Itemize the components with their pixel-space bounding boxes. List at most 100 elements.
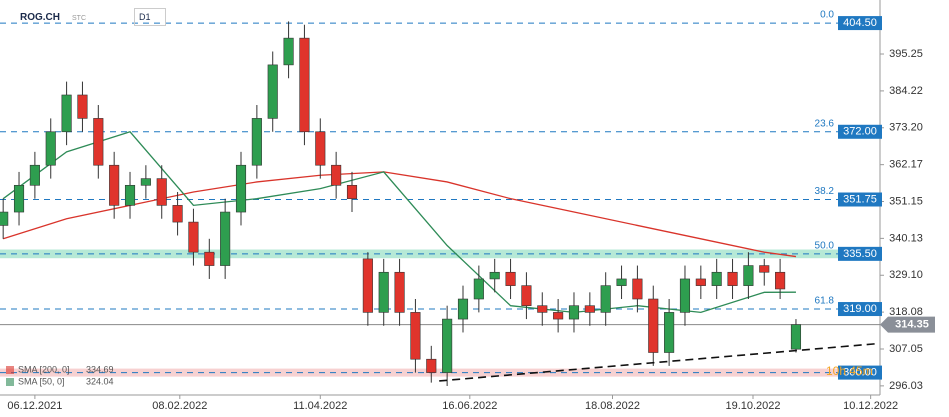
candle-body	[679, 278, 691, 313]
y-tick-label: 340.13	[889, 232, 923, 244]
trendline	[439, 343, 876, 382]
y-tick-label: 395.25	[889, 48, 923, 60]
candle-body	[759, 265, 770, 273]
y-tick-label: 296.03	[889, 380, 923, 392]
candle-body	[93, 118, 104, 166]
countdown: 10h 45m	[826, 364, 873, 378]
candle-body	[156, 178, 167, 206]
x-tick-label: 18.08.2022	[585, 400, 640, 412]
x-tick-label: 08.02.2022	[152, 400, 207, 412]
candle-body	[616, 278, 627, 286]
candle-body	[394, 271, 405, 313]
last-price-label: 314.35	[895, 319, 929, 331]
symbol: ROG.CH	[20, 12, 60, 23]
level-label: 335.50	[843, 248, 877, 260]
subtitle[interactable]: STC	[72, 15, 86, 22]
candle-body	[188, 221, 199, 253]
candle-body	[378, 271, 389, 313]
legend-value: 324.04	[86, 376, 114, 386]
level-label: 300.00	[843, 366, 877, 378]
candle-body	[632, 278, 643, 300]
fib-ratio: 61.8	[815, 296, 835, 307]
legend-name: SMA [50, 0]	[18, 376, 65, 386]
candle-body	[346, 184, 358, 199]
candle-body	[457, 298, 469, 320]
candle-body	[204, 251, 215, 266]
candle-body	[695, 278, 706, 286]
x-tick-label: 16.06.2022	[442, 400, 497, 412]
y-tick-label: 329.10	[889, 269, 923, 281]
fib-ratio: 23.6	[815, 118, 835, 129]
candle-body	[77, 94, 88, 119]
candle-body	[584, 305, 595, 313]
legend-value: 334.69	[86, 364, 114, 374]
sma-line	[2, 131, 796, 314]
sma-line	[2, 171, 797, 258]
x-tick-label: 06.12.2021	[7, 400, 62, 412]
candle-body	[521, 285, 532, 306]
y-tick-label: 318.08	[889, 306, 923, 318]
candle-body	[235, 164, 247, 213]
candle-body	[172, 205, 183, 223]
candle-body	[648, 298, 659, 353]
legend-name: SMA [200, 0]	[18, 364, 70, 374]
level-label-box	[838, 302, 882, 317]
candle-body	[410, 312, 421, 360]
level-label-box	[838, 365, 882, 380]
x-tick-label: 10.12.2022	[843, 400, 898, 412]
legend-swatch	[6, 366, 14, 374]
candle-body	[362, 258, 373, 313]
candle-body	[124, 184, 136, 206]
y-tick-label: 351.15	[889, 195, 923, 207]
level-label: 319.00	[843, 303, 877, 315]
y-tick-label: 373.20	[889, 122, 923, 134]
candle-body	[790, 324, 802, 350]
level-label-box	[838, 246, 882, 261]
candle-body	[711, 271, 722, 286]
candle-body	[267, 64, 278, 119]
level-label: 372.00	[843, 126, 877, 138]
candle-body	[45, 131, 56, 166]
candle-body	[29, 164, 40, 186]
candle-body	[315, 131, 326, 166]
level-label: 351.75	[843, 193, 877, 205]
candle-body	[505, 271, 516, 286]
level-label-box	[838, 16, 882, 31]
candle-body	[0, 211, 9, 226]
candle-body	[283, 37, 294, 66]
y-tick-label: 362.17	[889, 159, 923, 171]
candle-body	[61, 94, 72, 133]
x-tick-label: 11.04.2022	[293, 400, 347, 412]
candle-body	[664, 312, 675, 353]
y-tick-label: 307.05	[889, 343, 923, 355]
candle-body	[537, 305, 548, 313]
candle-body	[775, 271, 786, 290]
fib-ratio: 0.0	[820, 10, 834, 21]
candle-body	[251, 118, 262, 166]
candle-body	[568, 305, 580, 320]
candle-body	[140, 178, 151, 186]
candle-body	[426, 358, 437, 373]
level-label: 404.50	[843, 17, 877, 29]
candle-body	[299, 37, 310, 133]
level-label-box	[838, 192, 882, 207]
candle-body	[489, 271, 500, 280]
candle-body	[442, 318, 453, 373]
candle-body	[13, 184, 25, 213]
candle-body	[743, 265, 754, 286]
y-tick-label: 384.22	[889, 85, 923, 97]
candle-body	[109, 164, 120, 206]
candle-body	[553, 312, 564, 320]
candle-body	[331, 164, 342, 186]
last-price-box	[880, 316, 935, 333]
candle-body	[600, 285, 611, 313]
timeframe[interactable]: D1	[134, 8, 166, 26]
level-label-box	[838, 124, 882, 139]
candle-body	[473, 278, 484, 300]
candle-body	[727, 271, 738, 286]
legend-swatch	[6, 378, 14, 386]
fib-ratio: 38.2	[815, 186, 835, 197]
